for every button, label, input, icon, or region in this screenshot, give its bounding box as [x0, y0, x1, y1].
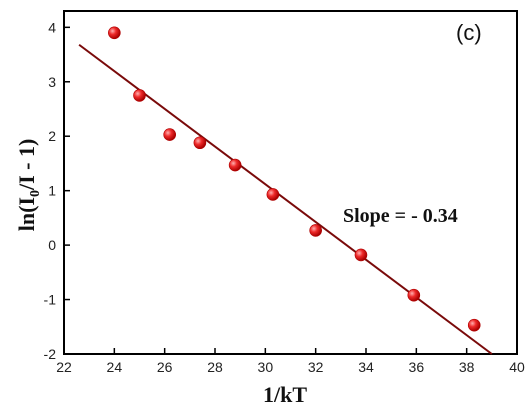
x-tick-label: 40 — [509, 359, 525, 375]
y-axis-title-subscript: 0 — [28, 190, 43, 197]
data-point — [407, 288, 421, 302]
x-axis-title: 1/kT — [263, 382, 307, 407]
data-point — [133, 89, 146, 102]
y-tick-label: -2 — [44, 346, 57, 362]
y-tick-label: 4 — [48, 19, 56, 35]
data-point — [228, 158, 242, 172]
y-axis-title-suffix: /I - 1) — [14, 139, 39, 191]
data-point — [309, 224, 322, 237]
x-tick-label: 28 — [207, 359, 223, 375]
y-tick-label: 0 — [48, 237, 56, 253]
data-points — [108, 26, 481, 332]
y-axis-title: ln(I0/I - 1) — [14, 139, 43, 232]
data-point — [354, 248, 368, 262]
x-tick-label: 34 — [358, 359, 374, 375]
slope-annotation: Slope = - 0.34 — [343, 205, 458, 227]
data-point — [163, 128, 176, 141]
y-axis-title-prefix: ln(I — [14, 197, 39, 231]
fit-line-group — [78, 43, 493, 355]
x-tick-label: 22 — [56, 359, 72, 375]
y-tick-label: 3 — [48, 74, 56, 90]
x-tick-label: 24 — [107, 359, 123, 375]
x-tick-label: 26 — [157, 359, 173, 375]
data-point — [266, 188, 280, 201]
plot-area — [63, 10, 518, 355]
panel-label: (c) — [456, 20, 482, 45]
x-tick-label: 30 — [258, 359, 274, 375]
y-tick-label: 1 — [48, 183, 56, 199]
x-tick-label: 36 — [409, 359, 425, 375]
data-point — [108, 26, 121, 40]
x-axis-ticks: 22 24 26 28 30 32 34 36 38 40 — [56, 348, 525, 375]
data-point — [467, 318, 481, 332]
data-point — [193, 136, 207, 150]
y-axis-ticks: -2 -1 0 1 2 3 4 — [44, 19, 70, 362]
y-tick-label: -1 — [44, 292, 57, 308]
x-tick-label: 32 — [308, 359, 324, 375]
x-tick-label: 38 — [459, 359, 475, 375]
fit-line — [78, 43, 493, 355]
y-tick-label: 2 — [48, 128, 56, 144]
